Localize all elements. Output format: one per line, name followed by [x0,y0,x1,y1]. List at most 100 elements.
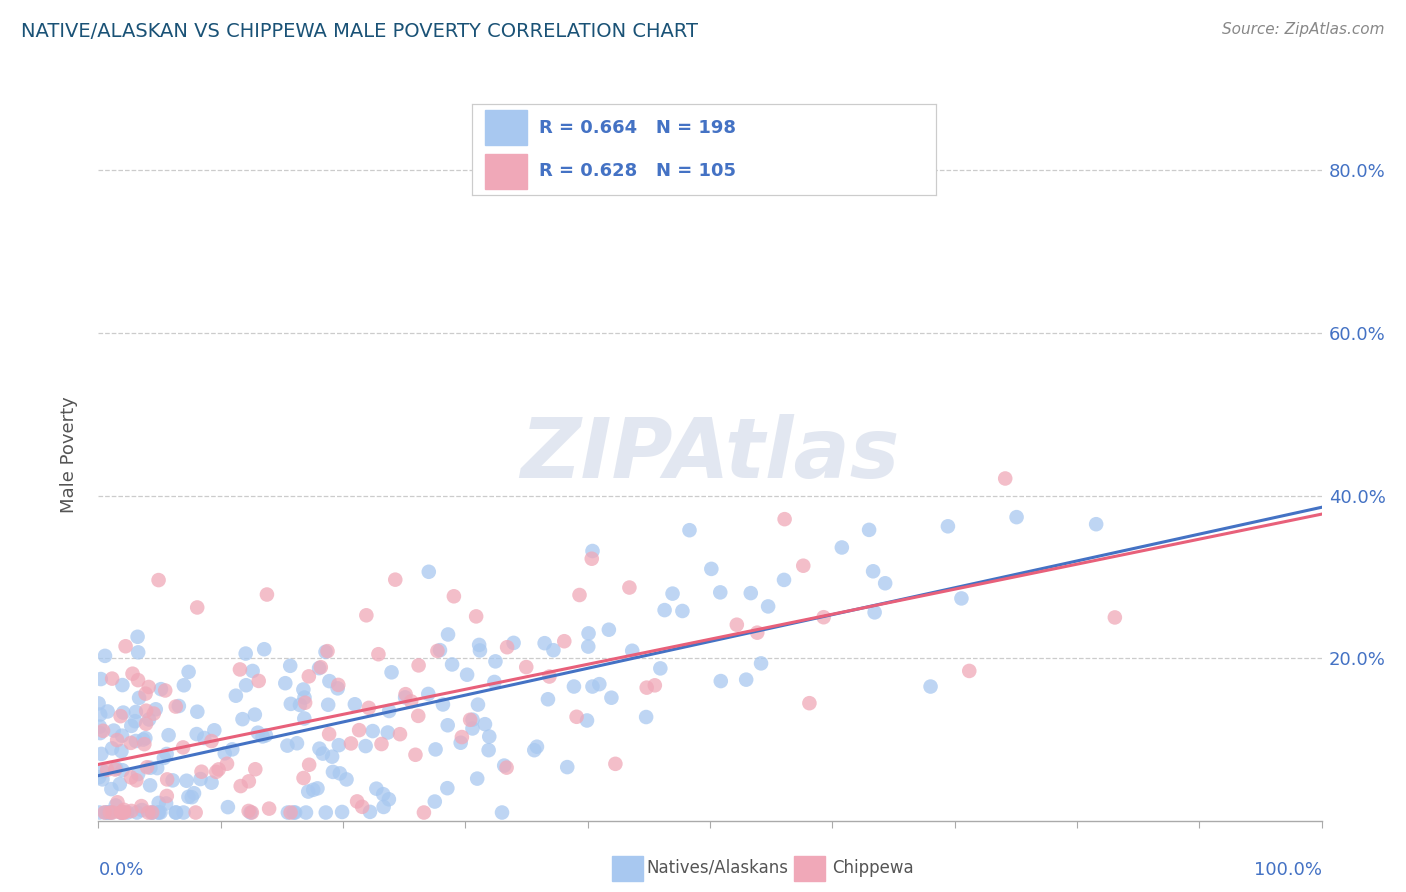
Point [153,751,176,765]
Point [418,687,440,701]
Point [111,805,134,820]
Point [361,724,384,739]
Point [621,644,644,658]
Point [121,804,143,818]
Point [425,742,447,756]
Point [308,741,330,756]
Point [576,640,599,654]
Point [96,763,118,777]
Point [523,743,546,757]
Point [352,799,374,814]
Point [177,665,200,679]
Point [756,599,779,614]
Point [533,636,555,650]
Point [426,644,449,658]
Point [190,764,212,779]
Point [494,758,516,772]
Point [103,723,125,738]
Point [142,805,165,820]
Point [321,749,343,764]
Point [127,630,149,644]
Point [307,781,329,796]
Point [318,674,340,689]
Point [141,805,163,820]
Point [139,761,162,775]
Point [229,779,252,793]
Point [277,805,299,820]
Point [740,586,762,600]
Point [112,805,135,820]
Point [165,805,187,820]
Point [581,680,603,694]
Point [1104,610,1126,624]
Point [167,698,190,713]
Point [700,562,723,576]
Point [135,687,157,701]
Point [526,739,548,754]
Point [605,756,627,771]
Point [335,772,357,787]
Point [813,610,835,624]
Point [654,603,676,617]
Point [91,764,114,779]
Point [180,790,202,805]
Point [89,707,111,722]
Point [120,736,142,750]
Point [239,805,262,820]
Point [298,669,321,683]
Point [135,716,157,731]
Point [484,675,506,690]
Point [112,805,135,820]
Point [101,805,124,820]
Text: 0.0%: 0.0% [98,861,143,879]
Point [288,698,311,712]
Point [451,730,474,744]
Point [799,696,821,710]
Point [97,805,120,820]
Point [543,643,565,657]
Point [418,565,440,579]
Point [312,747,335,761]
Point [90,747,112,761]
Point [162,773,184,788]
Point [139,778,162,792]
Point [110,805,132,820]
Point [120,719,142,733]
Point [308,661,330,675]
Point [190,772,212,786]
Point [920,680,942,694]
Point [297,784,319,798]
Point [149,682,172,697]
Point [254,728,277,742]
Point [619,581,641,595]
Point [89,805,111,820]
Point [378,792,401,806]
Point [298,757,321,772]
Point [495,761,517,775]
Y-axis label: Male Poverty: Male Poverty [59,397,77,513]
Point [484,654,506,668]
Point [124,714,146,729]
Point [214,747,236,761]
Point [146,761,169,775]
Point [104,798,127,813]
Point [173,678,195,692]
Point [380,665,402,680]
Point [276,739,298,753]
Point [193,731,215,745]
Point [111,678,134,692]
Point [636,710,658,724]
Point [678,523,700,537]
Point [588,677,610,691]
Point [100,782,122,797]
Point [309,660,332,674]
Point [112,706,135,720]
Point [394,690,416,705]
Point [773,512,796,526]
Point [1085,517,1108,532]
Point [354,739,377,753]
Point [257,802,280,816]
Point [578,626,600,640]
Point [388,727,411,741]
Point [156,747,179,761]
